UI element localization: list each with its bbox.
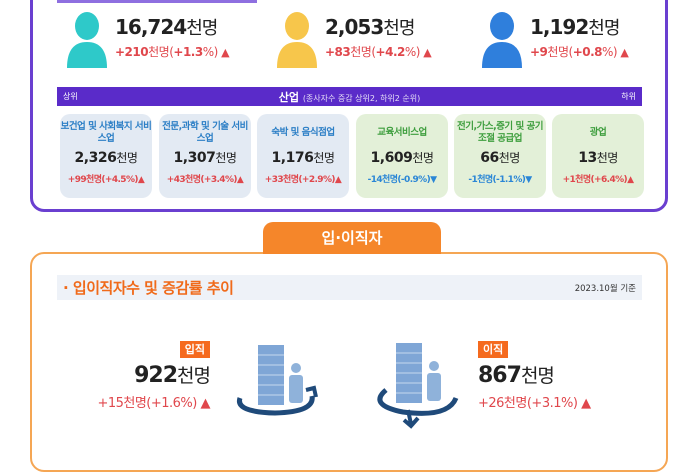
- up-arrow-icon: ▲: [581, 396, 591, 411]
- industry-change: +1천명(+6.4%): [562, 175, 628, 185]
- bottom-label: 하위: [621, 92, 636, 101]
- summary-pct: +0.8: [572, 45, 603, 59]
- industry-value: 1,307: [173, 150, 216, 166]
- industry-unit: 천명: [215, 151, 237, 165]
- summary-pct: +4.2: [375, 45, 406, 59]
- separation-change: +26천명(+3.1%): [478, 396, 578, 411]
- turnover-subheader: · 입이직자수 및 증감률 추이 2023.10월 기준: [57, 275, 642, 300]
- up-arrow-icon: ▲: [423, 46, 432, 59]
- industry-card: 교육서비스업 1,609천명 -14천명(-0.9%)▼: [356, 114, 448, 198]
- down-arrow-icon: ▼: [525, 175, 532, 185]
- summary-value: 2,053: [325, 15, 384, 39]
- summary-value: 1,192: [530, 15, 589, 39]
- date-label: 2023.10월 기준: [574, 283, 636, 294]
- industry-change: -14천명(-0.9%): [367, 175, 431, 185]
- hire-building-icon: [236, 345, 318, 416]
- summary-change-unit: 천명: [547, 45, 569, 59]
- industry-unit: 천명: [313, 151, 335, 165]
- industry-name: 교육서비스업: [377, 127, 427, 138]
- hire-change: +15천명(+1.6%): [97, 396, 197, 411]
- summary-change-unit: 천명: [350, 45, 372, 59]
- summary-value: 16,724: [115, 15, 187, 39]
- up-arrow-icon: ▲: [334, 175, 342, 185]
- summary-stat: 2,053천명 +83천명(+4.2%) ▲: [325, 15, 432, 59]
- industry-unit: 천명: [116, 151, 138, 165]
- employment-panel: [30, 0, 668, 212]
- hire-label: 입직: [179, 341, 210, 358]
- industry-name: 광업: [589, 127, 607, 138]
- industry-unit: 천명: [498, 151, 521, 165]
- summary-change: +9: [530, 45, 548, 59]
- turnover-tab[interactable]: 입·이직자: [263, 222, 441, 254]
- up-arrow-icon: ▲: [236, 175, 244, 185]
- industry-change: +99천명(+4.5%): [67, 175, 139, 185]
- up-arrow-icon: ▲: [620, 46, 629, 59]
- summary-pct: +1.3: [173, 45, 203, 59]
- summary-unit: 천명: [588, 18, 620, 39]
- down-arrow-icon: ▼: [430, 175, 437, 185]
- industry-title: 산업: [278, 90, 299, 104]
- industry-change: -1천명(-1.1%): [468, 175, 526, 185]
- industry-unit: 천명: [596, 151, 619, 165]
- industry-value: 1,609: [370, 150, 413, 166]
- top-label: 상위: [63, 92, 78, 101]
- person-icon: [277, 12, 317, 68]
- industry-subtitle: (종사자수 증감 상위2, 하위2 순위): [302, 93, 421, 103]
- hire-unit: 천명: [177, 365, 211, 387]
- up-arrow-icon: ▲: [200, 396, 211, 411]
- summary-unit: 천명: [383, 18, 415, 39]
- separation-block: 이직 867천명 +26천명(+3.1%) ▲: [478, 338, 638, 411]
- industry-value: 13: [578, 150, 597, 166]
- active-tab-indicator: [57, 0, 257, 3]
- industry-name: 전기,가스,증기 및 공기조절 공급업: [457, 121, 544, 144]
- summary-stat: 1,192천명 +9천명(+0.8%) ▲: [530, 15, 629, 59]
- separation-label: 이직: [478, 341, 509, 358]
- person-icon: [482, 12, 522, 68]
- summary-unit: 천명: [186, 18, 218, 39]
- separation-building-icon: [377, 343, 459, 429]
- industry-card: 보건업 및 사회복지 서비스업 2,326천명 +99천명(+4.5%)▲: [60, 114, 152, 198]
- summary-stat: 16,724천명 +210천명(+1.3%) ▲: [115, 15, 230, 59]
- summary-change: +83: [325, 45, 351, 59]
- summary-change-unit: 천명: [148, 45, 170, 59]
- industry-name: 전문,과학 및 기술 서비스업: [162, 121, 248, 144]
- industry-value: 1,176: [271, 150, 314, 166]
- person-icon: [67, 12, 107, 68]
- industry-card: 전문,과학 및 기술 서비스업 1,307천명 +43천명(+3.4%)▲: [159, 114, 251, 198]
- industry-unit: 천명: [412, 151, 434, 165]
- industry-card: 전기,가스,증기 및 공기조절 공급업 66천명 -1천명(-1.1%)▼: [454, 114, 546, 198]
- industry-header: 상위 산업 (종사자수 증감 상위2, 하위2 순위) 하위: [57, 87, 642, 106]
- separation-value: 867: [478, 363, 522, 388]
- turnover-title: · 입이직자수 및 증감률 추이: [63, 279, 234, 297]
- summary-change: +210: [115, 45, 149, 59]
- separation-unit: 천명: [520, 365, 555, 387]
- industry-value: 2,326: [74, 150, 117, 166]
- up-arrow-icon: ▲: [627, 175, 634, 185]
- up-arrow-icon: ▲: [221, 46, 230, 59]
- industry-name: 보건업 및 사회복지 서비스업: [60, 121, 152, 144]
- industry-value: 66: [480, 150, 499, 166]
- up-arrow-icon: ▲: [137, 175, 145, 185]
- hire-value: 922: [134, 363, 178, 388]
- industry-card: 광업 13천명 +1천명(+6.4%)▲: [552, 114, 644, 198]
- hire-block: 입직 922천명 +15천명(+1.6%) ▲: [70, 338, 211, 411]
- industry-card: 숙박 및 음식점업 1,176천명 +33천명(+2.9%)▲: [257, 114, 349, 198]
- industry-change: +33천명(+2.9%): [264, 175, 336, 185]
- industry-name: 숙박 및 음식점업: [271, 127, 335, 138]
- industry-change: +43천명(+3.4%): [166, 175, 238, 185]
